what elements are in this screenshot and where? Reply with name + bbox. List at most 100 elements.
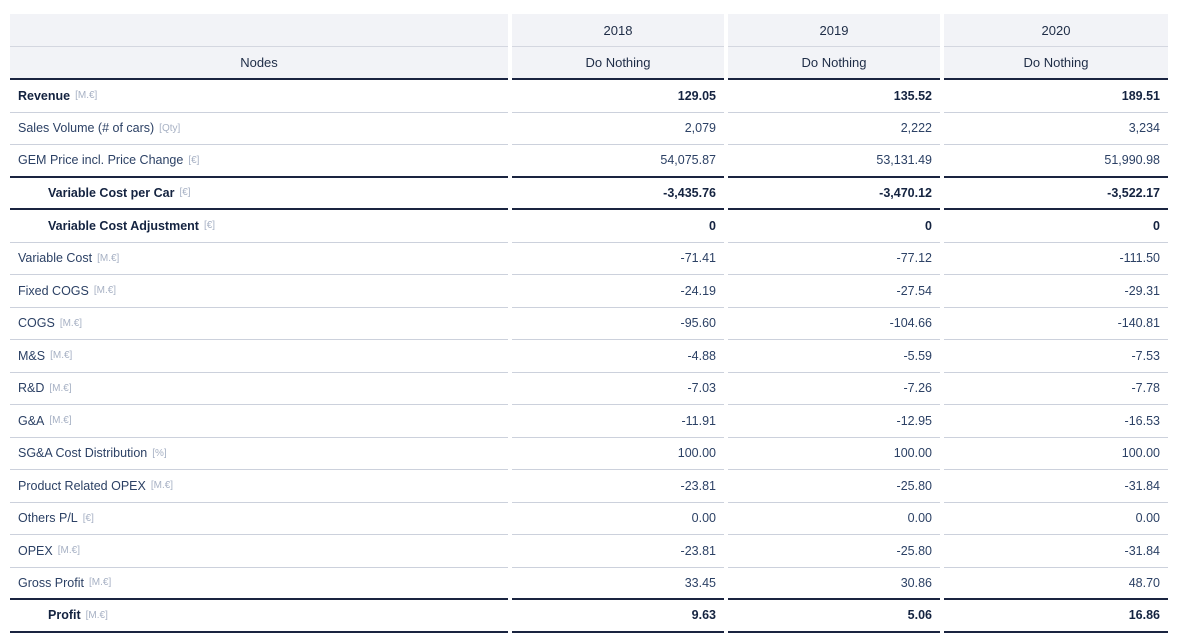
value-cell-2018: 2,079 — [512, 112, 724, 145]
value-cell-2019: 53,131.49 — [728, 145, 940, 178]
value-cell-2020: 0.00 — [944, 502, 1168, 535]
value-cell-2019: 2,222 — [728, 112, 940, 145]
row-unit-label: [M.€] — [57, 545, 80, 557]
row-label-cell: SG&A Cost Distribution [%] — [10, 437, 508, 470]
value-cell-2019: -25.80 — [728, 535, 940, 568]
row-unit-label: [M.€] — [49, 415, 72, 427]
value-cell-2020: -29.31 — [944, 275, 1168, 308]
value-cell-2018: -4.88 — [512, 340, 724, 373]
row-label-cell: Variable Cost [M.€] — [10, 242, 508, 275]
value-cell-2020: -31.84 — [944, 470, 1168, 503]
value-cell-2020: 100.00 — [944, 437, 1168, 470]
row-label-cell: OPEX [M.€] — [10, 535, 508, 568]
value-cell-2019: 5.06 — [728, 600, 940, 633]
value-cell-2018: -24.19 — [512, 275, 724, 308]
row-label: Gross Profit — [18, 575, 84, 590]
scenario-header-2018: Do Nothing — [512, 47, 724, 80]
row-label: R&D — [18, 381, 45, 396]
row-label: Revenue — [18, 88, 71, 103]
value-cell-2020: -111.50 — [944, 242, 1168, 275]
value-cell-2018: 9.63 — [512, 600, 724, 633]
row-unit-label: [M.€] — [59, 317, 83, 329]
row-label: Sales Volume (# of cars) — [18, 121, 155, 136]
scenario-header-2019: Do Nothing — [728, 47, 940, 80]
value-cell-2020: -3,522.17 — [944, 177, 1168, 210]
row-unit-label: [M.€] — [97, 252, 120, 264]
value-cell-2018: 0 — [512, 210, 724, 243]
value-cell-2018: -23.81 — [512, 470, 724, 503]
value-cell-2018: -23.81 — [512, 535, 724, 568]
value-cell-2018: -11.91 — [512, 405, 724, 438]
row-label-cell: Variable Cost per Car [€] — [10, 177, 508, 210]
value-cell-2019: 0 — [728, 210, 940, 243]
value-cell-2018: 54,075.87 — [512, 145, 724, 178]
value-cell-2018: 129.05 — [512, 80, 724, 113]
scenario-header-2020: Do Nothing — [944, 47, 1168, 80]
row-label: Variable Cost Adjustment — [48, 218, 199, 233]
value-cell-2019: -7.26 — [728, 372, 940, 405]
row-label-cell: Profit [M.€] — [10, 600, 508, 633]
row-unit-label: [M.€] — [85, 609, 108, 621]
value-cell-2019: -77.12 — [728, 242, 940, 275]
row-label: Profit — [48, 608, 81, 623]
row-label: Variable Cost — [18, 251, 93, 266]
row-label: Product Related OPEX — [18, 478, 146, 493]
value-cell-2018: -71.41 — [512, 242, 724, 275]
value-cell-2019: -5.59 — [728, 340, 940, 373]
row-label: Others P/L — [18, 511, 78, 526]
value-cell-2019: 100.00 — [728, 437, 940, 470]
value-cell-2020: 16.86 — [944, 600, 1168, 633]
row-label: GEM Price incl. Price Change — [18, 153, 184, 168]
row-label: OPEX — [18, 543, 53, 558]
row-label-cell: Others P/L [€] — [10, 502, 508, 535]
row-label-cell: R&D [M.€] — [10, 372, 508, 405]
row-unit-label: [M.€] — [75, 90, 98, 102]
row-label-cell: Variable Cost Adjustment [€] — [10, 210, 508, 243]
value-cell-2018: 100.00 — [512, 437, 724, 470]
row-label-cell: COGS [M.€] — [10, 307, 508, 340]
row-label-cell: Sales Volume (# of cars) [Qty] — [10, 112, 508, 145]
value-cell-2019: 0.00 — [728, 502, 940, 535]
value-cell-2019: -12.95 — [728, 405, 940, 438]
row-unit-label: [Qty] — [159, 122, 181, 134]
row-label: SG&A Cost Distribution — [18, 446, 148, 461]
row-label: M&S — [18, 348, 46, 363]
row-label: Variable Cost per Car — [48, 185, 175, 200]
row-label: G&A — [18, 413, 45, 428]
row-unit-label: [M.€] — [150, 480, 174, 492]
row-label-cell: Fixed COGS [M.€] — [10, 275, 508, 308]
value-cell-2019: -25.80 — [728, 470, 940, 503]
row-unit-label: [M.€] — [93, 285, 117, 297]
value-cell-2018: -7.03 — [512, 372, 724, 405]
value-cell-2019: -3,470.12 — [728, 177, 940, 210]
value-cell-2020: 189.51 — [944, 80, 1168, 113]
row-label: COGS — [18, 316, 55, 331]
row-unit-label: [%] — [152, 447, 167, 459]
row-unit-label: [M.€] — [89, 577, 112, 589]
nodes-header-top-cell — [10, 14, 508, 47]
row-label-cell: M&S [M.€] — [10, 340, 508, 373]
row-label-cell: Product Related OPEX [M.€] — [10, 470, 508, 503]
row-unit-label: [M.€] — [50, 350, 73, 362]
year-header-2020: 2020 — [944, 14, 1168, 47]
row-unit-label: [€] — [179, 187, 191, 199]
value-cell-2019: -104.66 — [728, 307, 940, 340]
value-cell-2020: 48.70 — [944, 567, 1168, 600]
year-header-2019: 2019 — [728, 14, 940, 47]
row-unit-label: [€] — [188, 154, 200, 166]
row-unit-label: [€] — [82, 512, 94, 524]
row-label-cell: GEM Price incl. Price Change [€] — [10, 145, 508, 178]
row-label-cell: Revenue [M.€] — [10, 80, 508, 113]
value-cell-2019: 30.86 — [728, 567, 940, 600]
value-cell-2019: 135.52 — [728, 80, 940, 113]
row-label-cell: G&A [M.€] — [10, 405, 508, 438]
value-cell-2020: -31.84 — [944, 535, 1168, 568]
value-cell-2018: 33.45 — [512, 567, 724, 600]
value-cell-2020: -140.81 — [944, 307, 1168, 340]
value-cell-2018: 0.00 — [512, 502, 724, 535]
value-cell-2020: 3,234 — [944, 112, 1168, 145]
value-cell-2020: 0 — [944, 210, 1168, 243]
value-cell-2020: -16.53 — [944, 405, 1168, 438]
year-header-2018: 2018 — [512, 14, 724, 47]
